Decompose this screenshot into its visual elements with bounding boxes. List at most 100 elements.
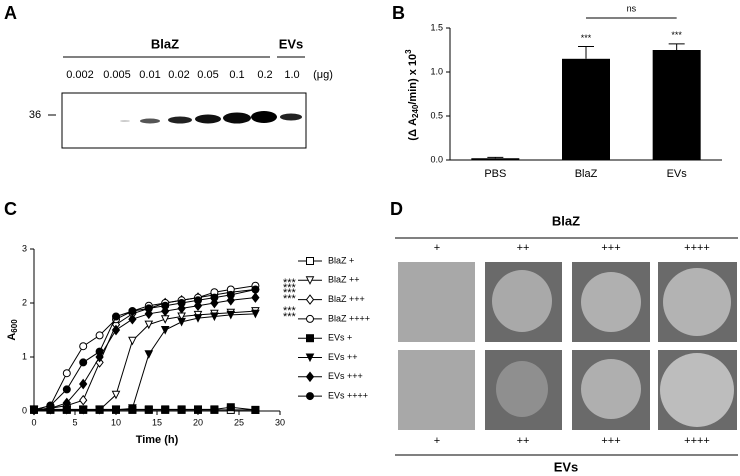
marker bbox=[226, 310, 236, 320]
legend-marker bbox=[306, 257, 314, 265]
error-bar bbox=[487, 156, 504, 159]
marker bbox=[111, 324, 121, 336]
x-axis-label: Time (h) bbox=[136, 434, 179, 446]
x-tick-label: 25 bbox=[234, 417, 244, 427]
bands bbox=[120, 111, 302, 124]
halo bbox=[581, 272, 641, 332]
y-tick-label: 0.5 bbox=[430, 110, 443, 120]
marker bbox=[128, 404, 137, 413]
error-bar bbox=[578, 45, 594, 59]
plate-title: EVs bbox=[554, 459, 579, 474]
halo bbox=[660, 353, 734, 427]
x-tick-label: BlaZ bbox=[575, 168, 598, 180]
marker bbox=[160, 326, 170, 335]
marker bbox=[251, 405, 260, 414]
y-label-part: (Δ A bbox=[407, 118, 419, 141]
band bbox=[120, 120, 130, 122]
plates bbox=[398, 262, 737, 430]
y-label-sub: 600 bbox=[10, 319, 19, 333]
marker bbox=[251, 285, 260, 294]
series-line bbox=[34, 313, 256, 411]
annotation: *** bbox=[283, 282, 297, 294]
marker bbox=[144, 350, 154, 359]
marker bbox=[251, 292, 260, 303]
y-label-part: /min) x 10 bbox=[407, 54, 419, 105]
marker-label: 36 bbox=[29, 109, 41, 121]
marker bbox=[128, 307, 137, 316]
column-label: ++++ bbox=[684, 435, 710, 447]
marker bbox=[210, 312, 219, 322]
marker bbox=[128, 313, 137, 325]
legend-label: EVs + bbox=[328, 333, 352, 343]
band bbox=[223, 112, 251, 124]
column-label: ++++ bbox=[684, 242, 710, 254]
legend-marker bbox=[305, 276, 315, 285]
marker bbox=[177, 405, 186, 414]
marker bbox=[95, 347, 104, 356]
marker bbox=[95, 405, 104, 415]
amount-label: 0.01 bbox=[139, 69, 160, 81]
y-tick-label: 1.5 bbox=[430, 22, 443, 32]
marker bbox=[78, 405, 88, 415]
x-tick-label: 0 bbox=[31, 417, 36, 427]
unit-label: (μg) bbox=[313, 69, 333, 81]
marker bbox=[46, 401, 55, 410]
amount-label: 0.1 bbox=[229, 69, 244, 81]
marker bbox=[62, 385, 71, 394]
marker bbox=[128, 336, 137, 346]
marker bbox=[226, 290, 235, 299]
x-tick-label: 15 bbox=[152, 417, 162, 427]
legend-marker bbox=[306, 392, 314, 401]
marker bbox=[79, 342, 88, 351]
annotation: *** bbox=[283, 277, 297, 289]
x-tick-label: PBS bbox=[484, 168, 506, 180]
y-label-part: A bbox=[6, 333, 18, 341]
annotation: *** bbox=[283, 293, 297, 305]
legend-label: BlaZ +++ bbox=[328, 294, 365, 304]
halo bbox=[492, 270, 552, 332]
y-tick-label: 3 bbox=[22, 243, 27, 253]
marker bbox=[79, 358, 88, 367]
marker bbox=[194, 296, 202, 305]
y-label-sup: 3 bbox=[404, 49, 413, 54]
marker bbox=[226, 403, 235, 412]
y-label-sub: 240 bbox=[411, 104, 420, 118]
group-label: EVs bbox=[279, 36, 304, 51]
column-label: +++ bbox=[601, 435, 620, 447]
column-label: +++ bbox=[601, 242, 620, 254]
x-tick-label: 10 bbox=[111, 417, 121, 427]
y-tick-label: 0.0 bbox=[430, 154, 443, 164]
y-axis-label: (Δ A240/min) x 103 bbox=[404, 49, 420, 141]
band bbox=[140, 118, 160, 124]
value-label: *** bbox=[581, 33, 592, 43]
marker bbox=[177, 299, 186, 307]
marker bbox=[144, 304, 153, 313]
marker bbox=[161, 405, 170, 414]
series-line bbox=[34, 310, 256, 411]
y-tick-label: 1.0 bbox=[430, 66, 443, 76]
panel-label: C bbox=[4, 199, 17, 219]
legend-marker bbox=[305, 353, 315, 363]
bar bbox=[652, 50, 701, 160]
legend-marker bbox=[306, 334, 314, 343]
column-label: + bbox=[434, 242, 440, 254]
annotation: *** bbox=[283, 287, 297, 299]
amount-label: 0.02 bbox=[168, 69, 189, 81]
marker bbox=[161, 301, 170, 310]
marker bbox=[95, 331, 104, 340]
amount-label: 1.0 bbox=[284, 69, 299, 81]
y-tick-label: 1 bbox=[22, 351, 27, 361]
marker bbox=[62, 397, 71, 409]
legend-marker bbox=[305, 294, 315, 305]
legend-label: BlaZ ++++ bbox=[328, 313, 370, 323]
marker bbox=[177, 317, 186, 327]
marker bbox=[251, 309, 260, 319]
marker bbox=[79, 394, 88, 406]
marker bbox=[79, 378, 88, 390]
bar bbox=[562, 58, 610, 160]
halo bbox=[581, 359, 641, 419]
y-axis-label: A600 bbox=[6, 319, 19, 341]
band bbox=[280, 113, 302, 121]
marker bbox=[210, 293, 219, 302]
